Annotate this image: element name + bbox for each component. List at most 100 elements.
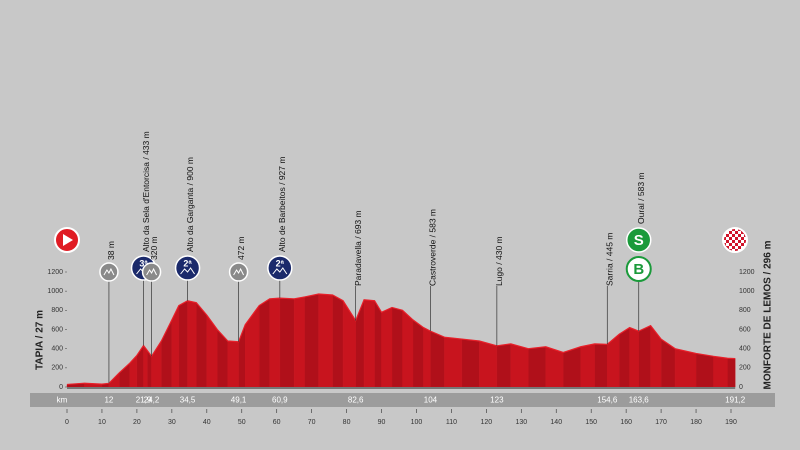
x-tick-label: 50 — [238, 419, 246, 426]
profile-segment — [479, 340, 498, 388]
x-tick-label: 140 — [550, 419, 562, 426]
km-unit: km — [57, 396, 68, 405]
x-tick-label: 110 — [446, 419, 457, 426]
feed-icon-glyph — [233, 267, 245, 276]
profile-segment — [545, 346, 564, 388]
feed-icon-glyph — [103, 267, 115, 276]
profile-segment — [713, 356, 728, 388]
profile-segment — [374, 300, 382, 388]
km-mark-label: 24,2 — [144, 396, 160, 405]
finish-icon — [722, 227, 748, 253]
x-tick-label: 180 — [690, 419, 702, 426]
x-tick-label: 150 — [585, 419, 597, 426]
km-mark-label: 21,9 — [136, 396, 152, 405]
poi-label: Alto da Garganta / 900 m — [185, 157, 195, 252]
x-tick-label: 10 — [98, 419, 106, 426]
climb-icon — [267, 255, 293, 281]
sprint-label: S — [634, 232, 644, 249]
poi-label: Oural / 583 m — [636, 173, 646, 225]
poi-label: Lugo / 430 m — [494, 236, 504, 286]
x-tick-label: 130 — [515, 419, 527, 426]
km-mark-label: 123 — [490, 396, 504, 405]
y-tick-label: 0 — [59, 384, 63, 391]
profile-segment — [496, 343, 512, 388]
climb-icon-glyph — [272, 267, 288, 275]
profile-segment — [318, 293, 333, 388]
poi-label: Alto de Barbeitos / 927 m — [277, 157, 287, 252]
profile-segment — [412, 319, 424, 388]
profile-segment — [402, 309, 414, 388]
y2-tick-label: 800 — [739, 307, 751, 314]
x-tick-label: 160 — [620, 419, 632, 426]
km-bar — [30, 393, 775, 407]
x-tick-label: 190 — [725, 419, 737, 426]
finish-label: MONFORTE DE LEMOS / 296 m — [763, 240, 774, 389]
km-mark-label: 12 — [104, 396, 113, 405]
profile-segment — [430, 330, 445, 388]
profile-segment — [304, 293, 319, 388]
km-mark-label: 191,2 — [725, 396, 746, 405]
y2-tick-label: 0 — [739, 384, 743, 391]
profile-segment — [227, 340, 239, 388]
y2-tick-label: 400 — [739, 346, 751, 353]
km-mark-label: 104 — [424, 396, 438, 405]
poi-label: 320 m — [149, 236, 159, 260]
profile-segment — [363, 299, 375, 388]
profile-segment — [391, 307, 403, 388]
x-tick-label: 20 — [133, 419, 141, 426]
profile-segment — [196, 302, 207, 388]
poi-label: 38 m — [106, 241, 116, 260]
profile-segment — [178, 300, 188, 388]
profile-segment — [293, 296, 305, 388]
profile-segment — [269, 297, 281, 388]
profile-segment — [674, 348, 697, 388]
profile-segment — [381, 307, 393, 388]
start-icon — [54, 227, 80, 253]
poi-label: Castroverde / 583 m — [428, 209, 438, 286]
profile-segment — [594, 343, 608, 388]
profile-segment — [727, 358, 736, 388]
poi-label: 472 m — [236, 236, 246, 260]
y2-tick-label: 200 — [739, 365, 751, 372]
x-tick-label: 90 — [378, 419, 386, 426]
x-tick-label: 30 — [168, 419, 176, 426]
y-tick-label: 1200 — [47, 269, 63, 276]
profile-segment — [444, 336, 463, 388]
x-tick-label: 0 — [65, 419, 69, 426]
profile-segment — [461, 338, 480, 388]
start-label: TAPIA / 27 m — [35, 310, 46, 370]
km-mark-label: 34,5 — [180, 396, 196, 405]
profile-segment — [695, 353, 714, 388]
profile-segment — [563, 346, 581, 388]
climb-category: 2ª — [183, 258, 192, 268]
profile-outline — [66, 293, 736, 386]
y-tick-label: 800 — [51, 307, 63, 314]
profile — [66, 293, 736, 388]
profile-segment — [187, 300, 197, 388]
profile-segment — [629, 327, 639, 388]
x-tick-label: 170 — [655, 419, 667, 426]
x-tick-label: 120 — [481, 419, 493, 426]
y-tick-label: 400 — [51, 346, 63, 353]
poi-label: Sarria / 445 m — [605, 233, 615, 286]
y2-tick-label: 1200 — [739, 269, 755, 276]
km-mark-label: 154,6 — [597, 396, 618, 405]
sprint-icon — [625, 227, 652, 253]
km-mark-label: 60,9 — [272, 396, 288, 405]
x-tick-label: 40 — [203, 419, 211, 426]
x-tick-label: 60 — [273, 419, 281, 426]
profile-segment — [618, 327, 630, 388]
climb-icon-glyph — [180, 267, 195, 275]
y-tick-label: 1000 — [47, 288, 63, 295]
profile-segment — [528, 346, 546, 388]
climb-category: 2ª — [276, 258, 285, 268]
profile-segment — [423, 327, 431, 388]
profile-segment — [638, 325, 651, 388]
profile-segment — [510, 343, 529, 388]
profile-segment — [259, 298, 270, 388]
y2-tick-label: 600 — [739, 326, 751, 333]
y-tick-label: 600 — [51, 326, 63, 333]
x-tick-label: 70 — [308, 419, 316, 426]
